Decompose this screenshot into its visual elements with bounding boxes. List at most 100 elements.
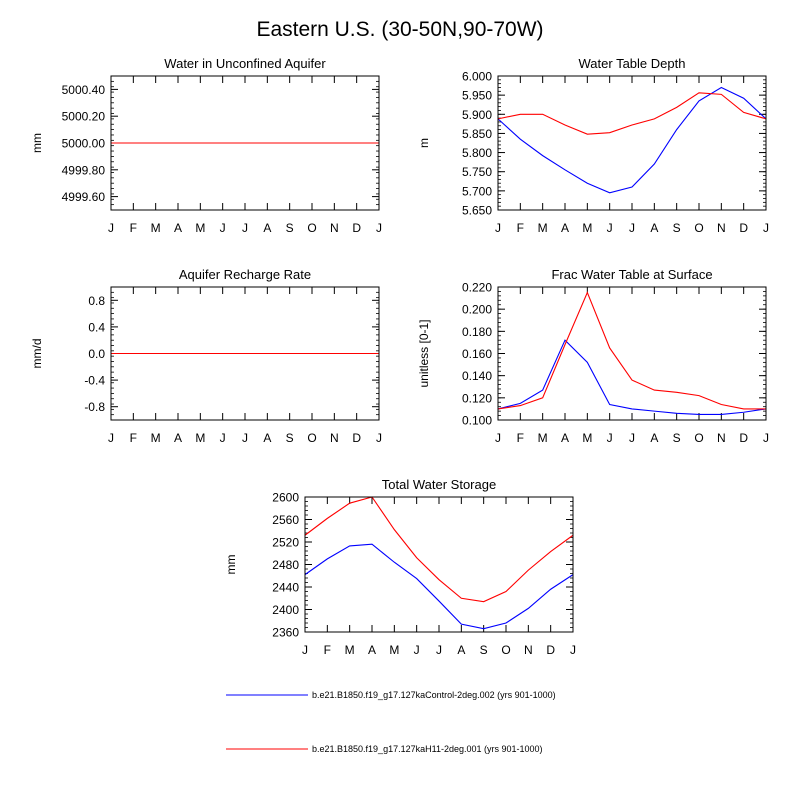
x-tick-label: S	[286, 221, 294, 235]
y-tick-label: 5.750	[462, 165, 492, 179]
x-tick-label: F	[517, 221, 524, 235]
y-axis-label: mm	[224, 555, 238, 575]
x-tick-label: M	[582, 221, 592, 235]
y-tick-label: 2560	[272, 513, 299, 527]
x-tick-label: D	[352, 431, 361, 445]
y-tick-label: 0.140	[462, 369, 492, 383]
x-tick-label: J	[495, 431, 501, 445]
y-axis-label: m	[417, 138, 431, 148]
x-tick-label: O	[307, 431, 316, 445]
chart-panel-4: Frac Water Table at Surface unitless [0-1…	[417, 267, 769, 445]
x-tick-label: M	[538, 431, 548, 445]
x-tick-label: F	[517, 431, 524, 445]
x-tick-label: J	[242, 221, 248, 235]
figure-title: Eastern U.S. (30-50N,90-70W)	[256, 18, 544, 41]
y-tick-label: 0.4	[88, 320, 105, 334]
x-tick-label: A	[174, 221, 182, 235]
x-tick-label: S	[673, 431, 681, 445]
panel-title: Aquifer Recharge Rate	[179, 267, 311, 282]
x-tick-label: A	[368, 643, 376, 657]
x-tick-label: O	[694, 431, 703, 445]
y-tick-label: 0.200	[462, 303, 492, 317]
panel-title: Total Water Storage	[382, 477, 496, 492]
y-tick-label: 5.800	[462, 146, 492, 160]
x-tick-label: J	[436, 643, 442, 657]
x-tick-label: J	[629, 221, 635, 235]
x-tick-label: J	[108, 431, 114, 445]
panel-title: Frac Water Table at Surface	[551, 267, 712, 282]
y-tick-label: 5000.40	[62, 83, 106, 97]
series-line-1	[304, 543, 574, 630]
chart-panel-1: Water in Unconfined Aquifer mm 4999.60 4999…	[30, 56, 382, 235]
x-tick-label: D	[352, 221, 361, 235]
x-tick-label: M	[345, 643, 355, 657]
x-tick-label: J	[220, 221, 226, 235]
x-tick-label: F	[130, 221, 137, 235]
series-line-2	[497, 291, 766, 410]
x-tick-label: A	[561, 431, 569, 445]
x-tick-label: J	[414, 643, 420, 657]
x-tick-label: J	[376, 221, 382, 235]
x-tick-label: A	[650, 431, 658, 445]
chart-panel-5: Total Water Storage mm 2360 2400 2440 2480 252…	[224, 477, 576, 657]
series-line-1	[497, 339, 767, 416]
y-axis-label: mm	[30, 133, 44, 153]
x-tick-label: J	[607, 221, 613, 235]
x-tick-label: J	[570, 643, 576, 657]
x-tick-label: A	[263, 431, 271, 445]
legend-label-2: b.e21.B1850.f19_g17.127kaH11-2deg.001 (y…	[312, 744, 543, 754]
series-line-1	[497, 86, 767, 194]
y-tick-label: 0.180	[462, 325, 492, 339]
x-tick-label: J	[242, 431, 248, 445]
plot-frame	[497, 75, 767, 211]
x-tick-label: J	[302, 643, 308, 657]
x-tick-label: J	[495, 221, 501, 235]
x-tick-label: O	[694, 221, 703, 235]
y-tick-label: 2480	[272, 558, 299, 572]
y-tick-label: 0.0	[88, 347, 105, 361]
y-tick-label: 4999.80	[62, 163, 106, 177]
x-tick-label: A	[457, 643, 465, 657]
x-tick-label: F	[324, 643, 331, 657]
x-tick-label: N	[717, 431, 726, 445]
y-tick-label: 0.120	[462, 391, 492, 405]
x-tick-label: S	[673, 221, 681, 235]
y-tick-label: 5000.20	[62, 110, 106, 124]
y-tick-label: 5.850	[462, 127, 492, 141]
y-tick-label: 4999.60	[62, 190, 106, 204]
x-tick-label: J	[376, 431, 382, 445]
x-tick-label: N	[717, 221, 726, 235]
y-tick-label: -0.8	[84, 400, 105, 414]
y-tick-label: 2360	[272, 626, 299, 640]
series-line-2	[497, 92, 767, 135]
x-tick-label: J	[629, 431, 635, 445]
chart-panel-3: Aquifer Recharge Rate mm/d -0.8 -0.4 0.0 0.4 0…	[30, 267, 382, 445]
x-tick-label: J	[220, 431, 226, 445]
x-tick-label: D	[739, 221, 748, 235]
plot-frame	[110, 286, 380, 421]
x-tick-label: A	[561, 221, 569, 235]
y-tick-label: 0.160	[462, 347, 492, 361]
x-tick-label: M	[195, 431, 205, 445]
x-tick-label: J	[763, 221, 769, 235]
chart-panels: Water in Unconfined Aquifer mm 4999.60 4999…	[30, 56, 769, 657]
x-tick-label: D	[546, 643, 555, 657]
y-tick-label: 2520	[272, 536, 299, 550]
x-tick-label: J	[763, 431, 769, 445]
legend: b.e21.B1850.f19_g17.127kaControl-2deg.00…	[226, 690, 556, 754]
x-tick-label: A	[650, 221, 658, 235]
x-tick-label: D	[739, 431, 748, 445]
x-tick-label: M	[582, 431, 592, 445]
y-tick-label: 5000.00	[62, 137, 106, 151]
series-line-2	[304, 496, 574, 603]
chart-panel-2: Water Table Depth m 5.650 5.700 5.750 5.800 5.…	[417, 56, 769, 235]
x-tick-label: J	[108, 221, 114, 235]
plot-frame	[304, 496, 574, 633]
y-tick-label: 5.650	[462, 204, 492, 218]
y-tick-label: 2440	[272, 581, 299, 595]
y-tick-label: 0.220	[462, 281, 492, 295]
panel-title: Water Table Depth	[579, 56, 686, 71]
x-tick-label: O	[501, 643, 510, 657]
y-tick-label: 0.100	[462, 414, 492, 428]
